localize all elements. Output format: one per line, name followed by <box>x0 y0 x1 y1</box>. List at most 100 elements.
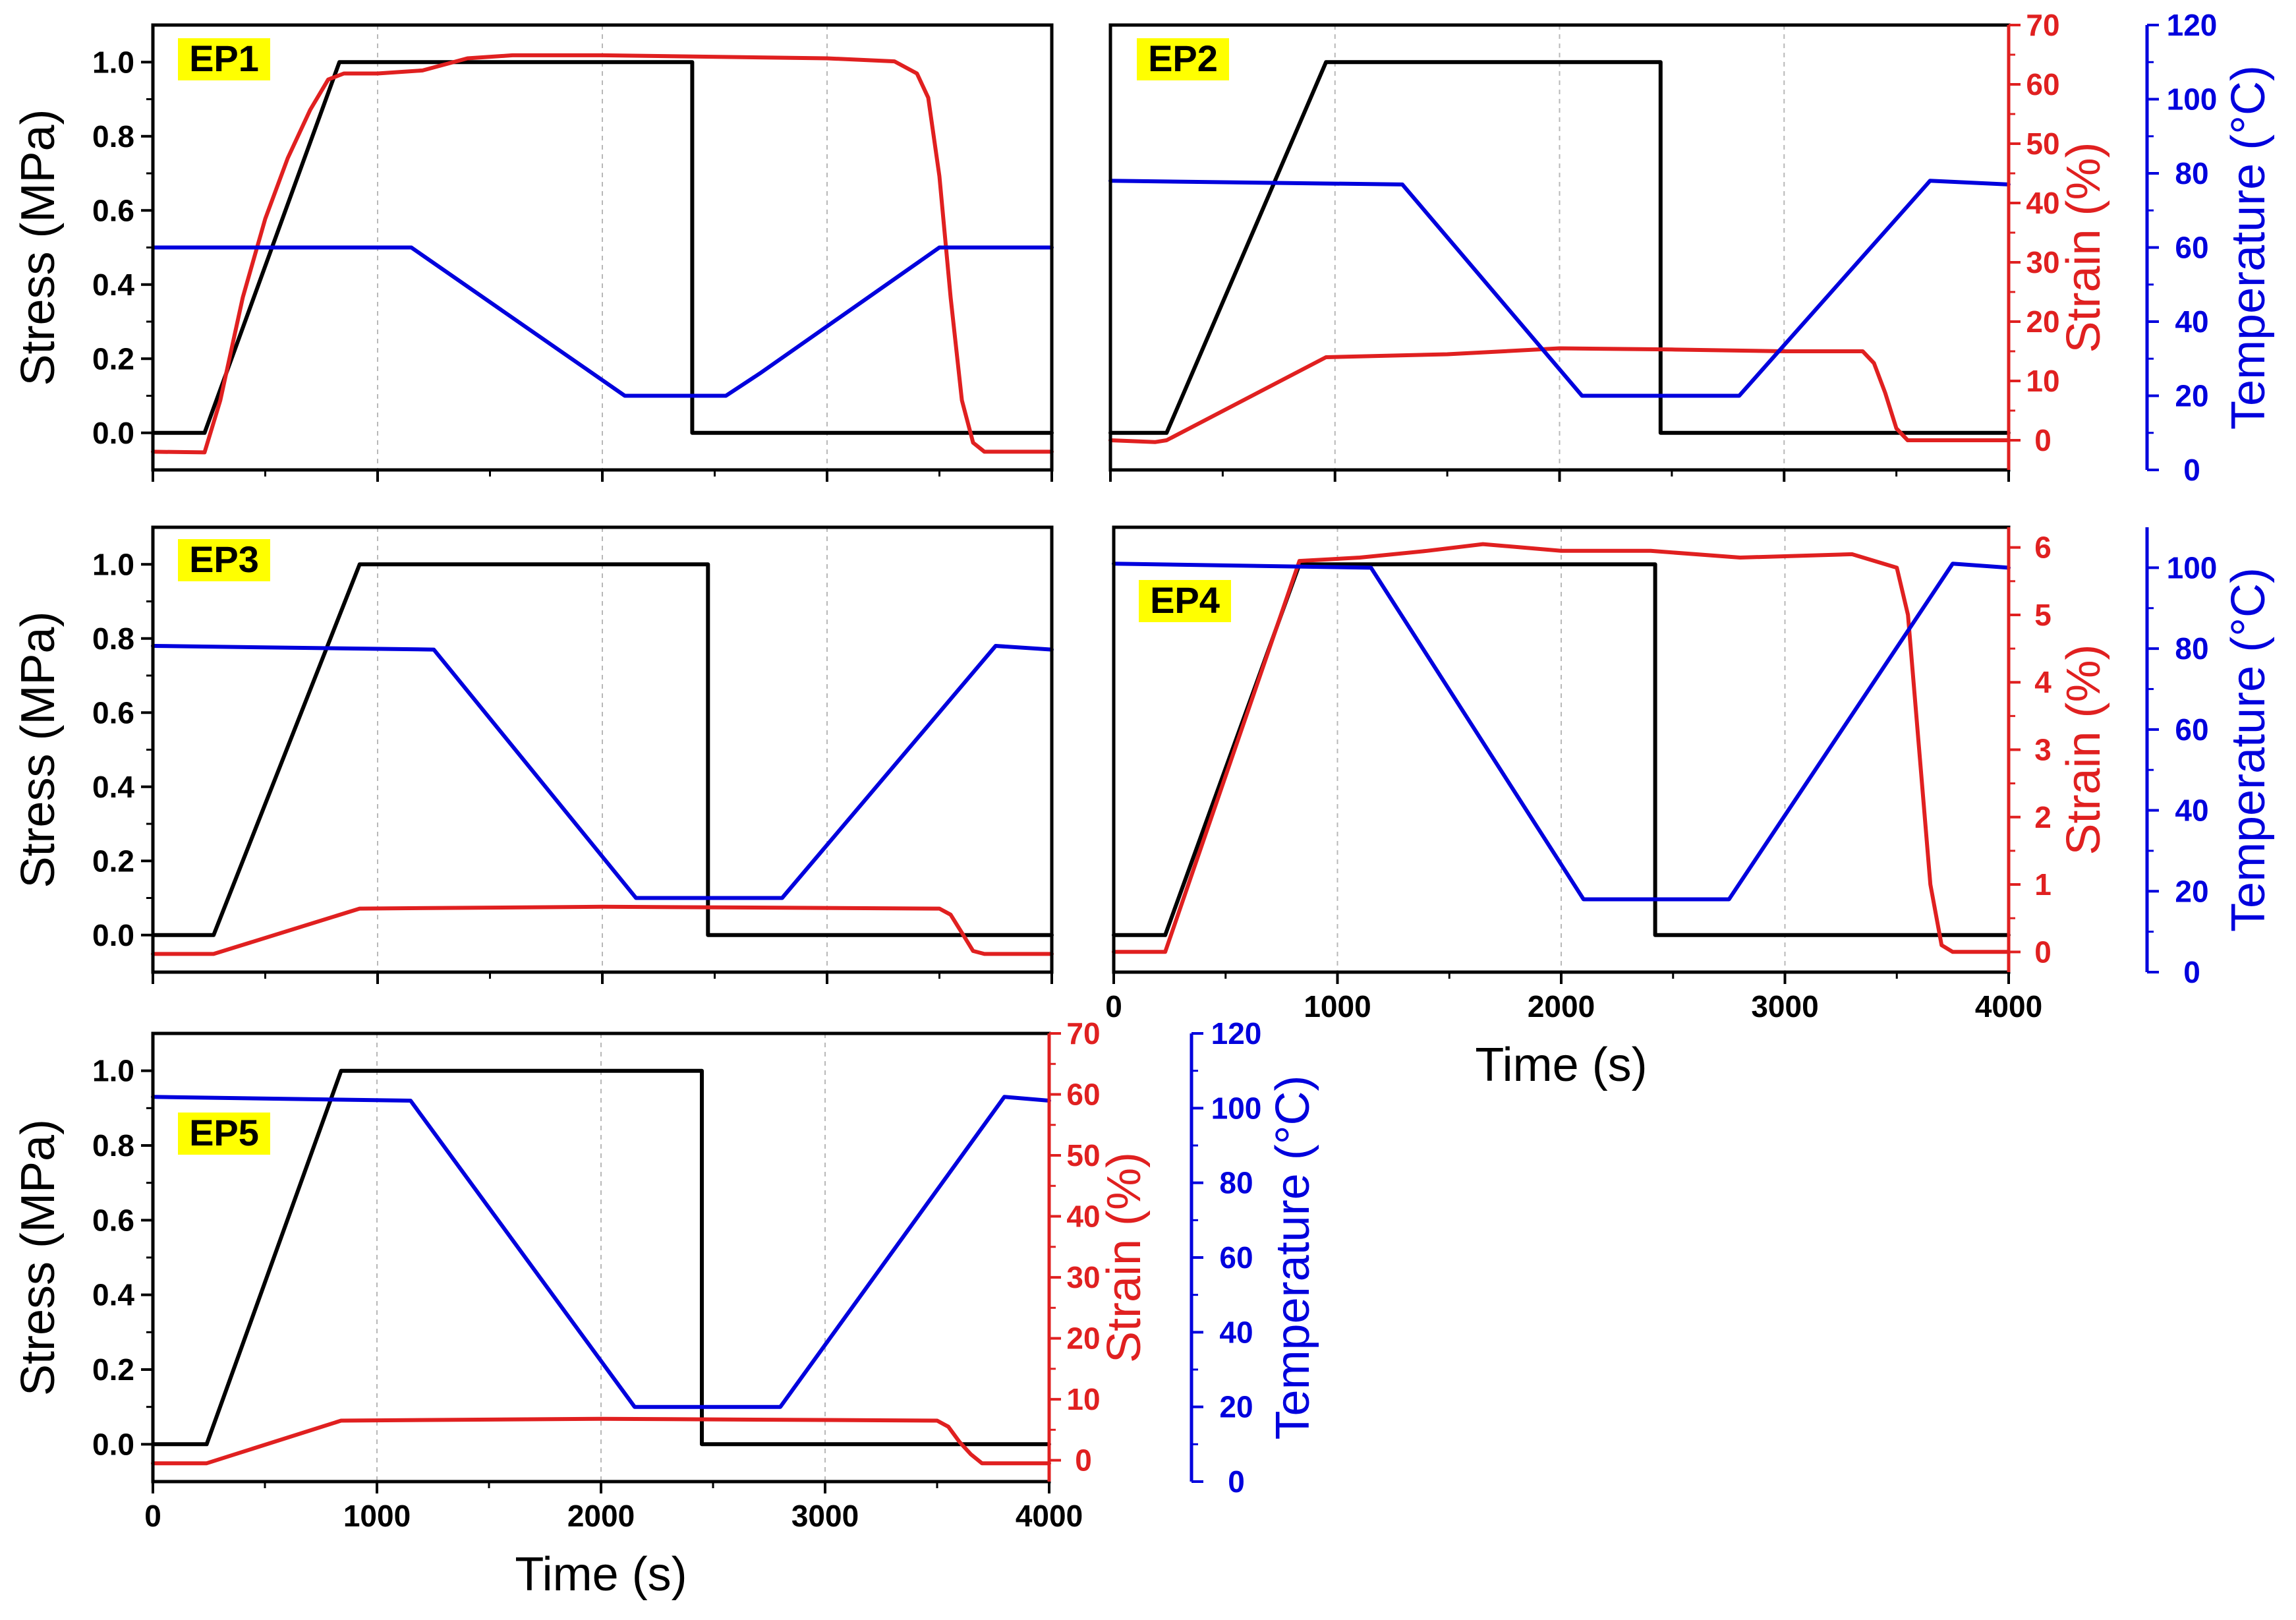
ep1-y-axis-title: Stress (MPa) <box>12 109 65 386</box>
ep3-label-highlight <box>178 539 270 581</box>
ep5-ytick-label: 0.0 <box>92 1427 134 1461</box>
ep2-strain-tick-label: 10 <box>2026 364 2059 398</box>
ep2-strain-tick-label: 70 <box>2026 8 2059 42</box>
ep4-strain-tick-label: 1 <box>2034 867 2052 902</box>
ep5-temp-tick-label: 20 <box>1219 1390 1253 1424</box>
ep1-ytick-label: 0.6 <box>92 193 134 227</box>
ep4-temp-tick-label: 0 <box>2183 955 2200 989</box>
ep5-ytick-label: 0.8 <box>92 1128 134 1163</box>
ep2-temp-line <box>1108 179 2011 398</box>
ep4-strain-tick-label: 3 <box>2034 733 2052 767</box>
ep5-strain-tick-label: 0 <box>1075 1443 1092 1478</box>
ep3-ytick-label: 0.2 <box>92 844 134 878</box>
ep5-strain-axis-title: Strain (%) <box>1098 1152 1151 1363</box>
ep5-temp-line <box>151 1095 1051 1409</box>
ep5-xtick-label: 3000 <box>791 1499 859 1533</box>
ep1-ytick-label: 1.0 <box>92 45 134 79</box>
ep5-ytick-label: 1.0 <box>92 1054 134 1088</box>
ep5-xtick-label: 2000 <box>567 1499 635 1533</box>
ep2-strain-tick-label: 50 <box>2026 127 2059 161</box>
ep2-temp-axis-title: Temperature (°C) <box>2222 65 2275 430</box>
ep5-ytick-label: 0.2 <box>92 1352 134 1387</box>
ep5-temp-axis-title: Temperature (°C) <box>1267 1076 1319 1440</box>
ep4-strain-tick-label: 4 <box>2034 665 2052 699</box>
ep4-strain-axis-title: Strain (%) <box>2057 644 2110 855</box>
ep2-strain-tick-label: 30 <box>2026 245 2059 279</box>
ep2-temp-tick-label: 80 <box>2175 156 2208 190</box>
ep5-temp-tick-label: 60 <box>1219 1240 1253 1275</box>
ep2-strain-tick-label: 0 <box>2034 423 2052 457</box>
ep5-temp-tick-label: 40 <box>1219 1315 1253 1349</box>
ep4-xtick-label: 1000 <box>1304 989 1371 1024</box>
ep4-temp-line <box>1112 562 2011 902</box>
ep1-stress-line <box>151 60 1054 435</box>
ep5-label-highlight <box>178 1113 270 1155</box>
ep5-temp-tick-label: 80 <box>1219 1166 1253 1200</box>
ep4-temp-axis-title: Temperature (°C) <box>2222 567 2275 932</box>
ep4-xtick-label: 4000 <box>1975 989 2042 1024</box>
ep2-strain-tick-label: 60 <box>2026 67 2059 101</box>
ep5-strain-tick-label: 60 <box>1066 1078 1100 1112</box>
ep5-strain-tick-label: 20 <box>1066 1321 1100 1356</box>
ep5-strain-line <box>151 1416 1051 1466</box>
ep4-panel-label: EP4 <box>1150 579 1220 621</box>
ep4-strain-tick-label: 2 <box>2034 800 2052 834</box>
ep2-strain-axis-title: Strain (%) <box>2057 142 2110 353</box>
ep5-strain-tick-label: 10 <box>1066 1382 1100 1416</box>
ep5-ytick-label: 0.6 <box>92 1203 134 1237</box>
ep2-temp-tick-label: 60 <box>2175 231 2208 265</box>
ep5-temp-tick-label: 120 <box>1211 1016 1262 1051</box>
ep5-temp-tick-label: 100 <box>1211 1091 1262 1125</box>
ep4-xtick-label: 0 <box>1105 989 1122 1024</box>
ep5-xtick-label: 4000 <box>1016 1499 1083 1533</box>
ep1-temp-line <box>151 245 1054 398</box>
ep4-x-axis-title: Time (s) <box>1475 1039 1647 1091</box>
ep3-ytick-label: 0.4 <box>92 770 134 804</box>
ep4-temp-tick-label: 100 <box>2167 550 2218 585</box>
ep3-ytick-label: 0.6 <box>92 695 134 730</box>
ep5-xtick-label: 0 <box>144 1499 161 1533</box>
ep5-stress-line <box>151 1068 1051 1447</box>
ep5-ytick-label: 0.4 <box>92 1278 134 1312</box>
ep2-temp-tick-label: 0 <box>2183 453 2200 487</box>
ep5-strain-tick-label: 40 <box>1066 1200 1100 1234</box>
ep4-stress-line <box>1112 562 2011 937</box>
ep1-strain-line <box>151 53 1054 455</box>
ep5-x-axis-title: Time (s) <box>515 1548 687 1601</box>
ep1-label-highlight <box>178 38 270 80</box>
ep2-temp-tick-label: 120 <box>2167 8 2218 42</box>
ep2-temp-tick-label: 20 <box>2175 379 2208 413</box>
ep3-y-axis-title: Stress (MPa) <box>12 611 65 888</box>
ep3-ytick-label: 1.0 <box>92 547 134 581</box>
ep3-ytick-label: 0.0 <box>92 918 134 952</box>
ep2-label-highlight <box>1137 38 1229 80</box>
ep2-stress-line <box>1108 60 2011 435</box>
ep3-stress-line <box>151 562 1054 937</box>
ep4-temp-tick-label: 60 <box>2175 712 2208 747</box>
ep4-xtick-label: 3000 <box>1751 989 1818 1024</box>
ep4-temp-tick-label: 20 <box>2175 874 2208 908</box>
ep3-panel-label: EP3 <box>189 538 259 580</box>
ep4-strain-line <box>1112 542 2011 954</box>
ep4-label-highlight <box>1139 580 1231 622</box>
ep4-strain-tick-label: 0 <box>2034 935 2052 969</box>
ep5-strain-tick-label: 50 <box>1066 1138 1100 1172</box>
ep3-strain-line <box>151 904 1054 956</box>
ep1-ytick-label: 0.2 <box>92 341 134 376</box>
ep4-temp-tick-label: 80 <box>2175 631 2208 666</box>
ep5-panel-label: EP5 <box>189 1112 259 1153</box>
ep5-strain-tick-label: 30 <box>1066 1260 1100 1294</box>
ep5-xtick-label: 1000 <box>343 1499 411 1533</box>
ep1-ytick-label: 0.4 <box>92 268 134 302</box>
ep2-panel-label: EP2 <box>1148 38 1218 79</box>
ep2-strain-line <box>1108 346 2011 444</box>
ep2-strain-tick-label: 20 <box>2026 304 2059 339</box>
ep2-temp-tick-label: 100 <box>2167 82 2218 117</box>
ep1-ytick-label: 0.0 <box>92 416 134 450</box>
ep5-y-axis-title: Stress (MPa) <box>12 1119 65 1396</box>
ep4-strain-tick-label: 5 <box>2034 598 2052 632</box>
ep4-xtick-label: 2000 <box>1528 989 1595 1024</box>
ep5-strain-tick-label: 70 <box>1066 1016 1100 1051</box>
ep5-temp-tick-label: 0 <box>1228 1464 1245 1499</box>
